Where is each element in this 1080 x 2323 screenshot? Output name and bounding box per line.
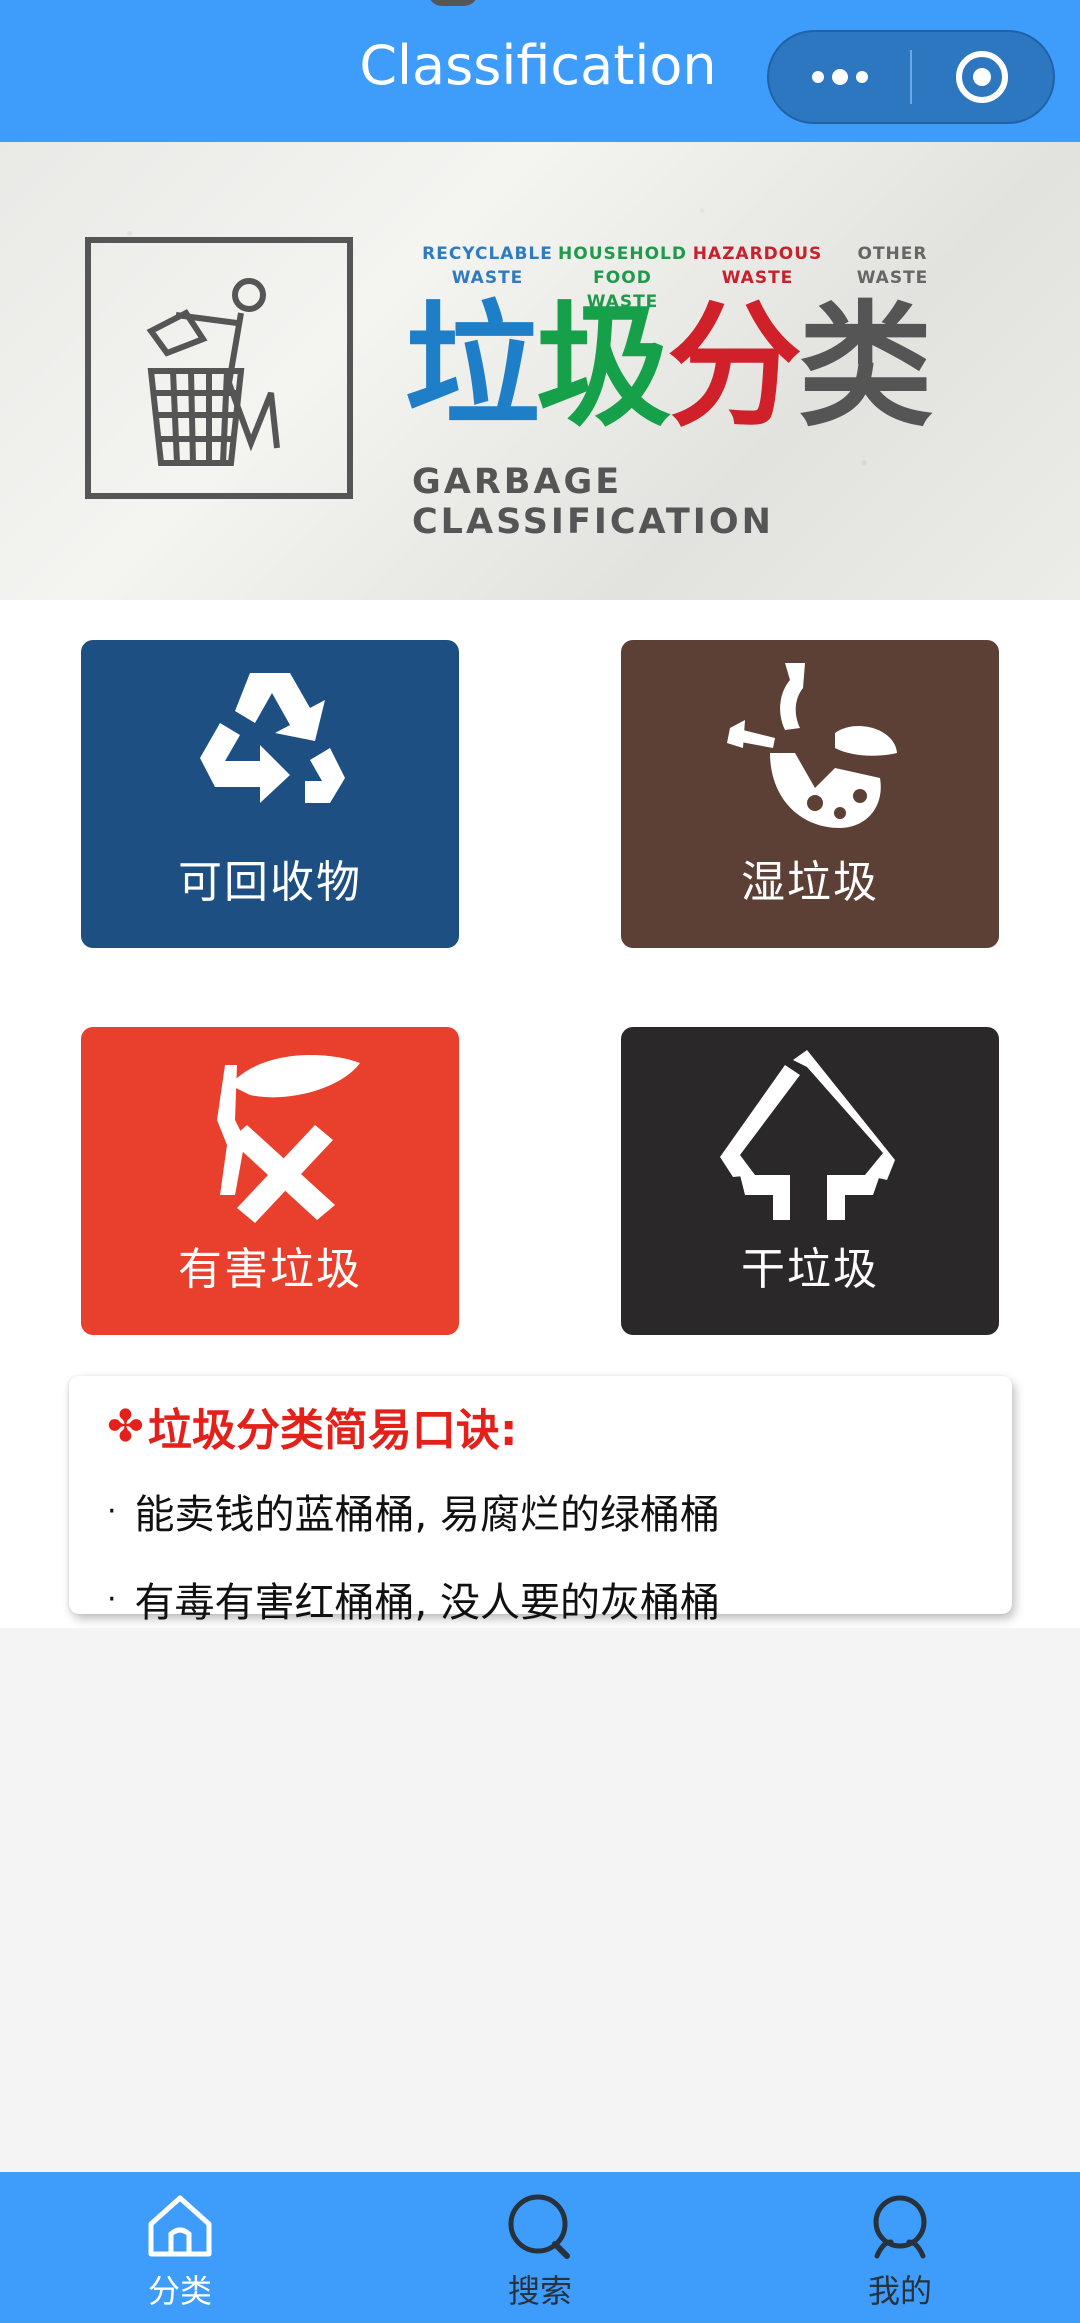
food-waste-icon [727, 663, 897, 828]
clover-icon: ✤ [107, 1400, 144, 1452]
tab-search[interactable]: 搜索 [360, 2172, 720, 2323]
profile-icon [873, 2195, 927, 2259]
tips-line-text: 有毒有害红桶桶, 没人要的灰桶桶 [134, 1580, 720, 1626]
banner: RECYCLABLE WASTE HOUSEHOLD FOOD WASTE HAZA… [0, 142, 1080, 600]
tips-title-text: 垃圾分类简易口诀: [147, 1405, 518, 1456]
page-title-text: Classification [359, 33, 717, 97]
banner-category-labels: RECYCLABLE WASTE HOUSEHOLD FOOD WASTE HAZA… [420, 242, 960, 314]
tab-label: 分类 [147, 2272, 212, 2310]
tips-line-text: 能卖钱的蓝桶桶, 易腐烂的绿桶桶 [134, 1492, 720, 1538]
tab-profile[interactable]: 我的 [720, 2172, 1080, 2323]
recycle-icon [200, 673, 345, 803]
close-button[interactable] [912, 32, 1053, 122]
more-button[interactable] [769, 32, 910, 122]
tab-classification[interactable]: 分类 [0, 2172, 360, 2323]
bottom-tab-bar: 分类 搜索 我的 [0, 2172, 1080, 2323]
trash-bin-frame [85, 237, 353, 499]
tab-label: 我的 [867, 2272, 932, 2310]
banner-title-char: 分 [667, 288, 802, 445]
tips-line: · 有毒有害红桶桶, 没人要的灰桶桶 [107, 1570, 1012, 1628]
card-dry-waste[interactable]: 干垃圾 [621, 1027, 999, 1335]
banner-cat-recyclable: RECYCLABLE WASTE [422, 244, 553, 288]
hazardous-icon [217, 1055, 360, 1223]
bullet-dot: · [107, 1493, 117, 1529]
card-hazardous[interactable]: 有害垃圾 [81, 1027, 459, 1335]
dry-waste-icon [720, 1050, 895, 1220]
card-recyclable[interactable]: 可回收物 [81, 640, 459, 948]
miniprogram-capsule [767, 30, 1055, 124]
banner-subtitle: GARBAGE CLASSIFICATION [412, 462, 774, 542]
tab-label: 搜索 [507, 2272, 572, 2310]
card-label: 有害垃圾 [178, 1244, 362, 1295]
more-dots-icon [811, 69, 868, 85]
banner-title-char: 类 [798, 288, 933, 445]
content-area: 可回收物 湿垃圾 [0, 600, 1080, 1628]
camera-notch [428, 0, 478, 6]
capsule-divider [910, 50, 912, 104]
banner-cat-food: HOUSEHOLD FOOD WASTE [558, 244, 687, 312]
card-label: 可回收物 [178, 857, 362, 908]
nav-header: Classification [0, 0, 1080, 142]
page-title: Classification [0, 0, 1080, 142]
card-label: 干垃圾 [741, 1244, 879, 1295]
card-label: 湿垃圾 [741, 857, 879, 908]
target-icon [956, 51, 1009, 103]
banner-cat-other: OTHER WASTE [856, 244, 929, 288]
banner-cat-hazardous: HAZARDOUS WASTE [692, 244, 823, 288]
tips-title: ✤ 垃圾分类简易口诀: [107, 1394, 1012, 1458]
tips-line: · 能卖钱的蓝桶桶, 易腐烂的绿桶桶 [107, 1482, 1012, 1540]
trash-bin-icon [146, 278, 280, 466]
tips-box: ✤ 垃圾分类简易口诀: · 能卖钱的蓝桶桶, 易腐烂的绿桶桶 · 有毒有害红桶桶… [69, 1376, 1012, 1626]
banner-title-char: 圾 [536, 288, 671, 445]
banner-title: 垃 圾 分 类 [405, 292, 1005, 442]
search-icon [508, 2194, 570, 2259]
home-icon [148, 2195, 212, 2257]
bullet-dot: · [107, 1581, 117, 1617]
card-food-waste[interactable]: 湿垃圾 [621, 640, 999, 948]
banner-title-char: 垃 [405, 288, 540, 445]
